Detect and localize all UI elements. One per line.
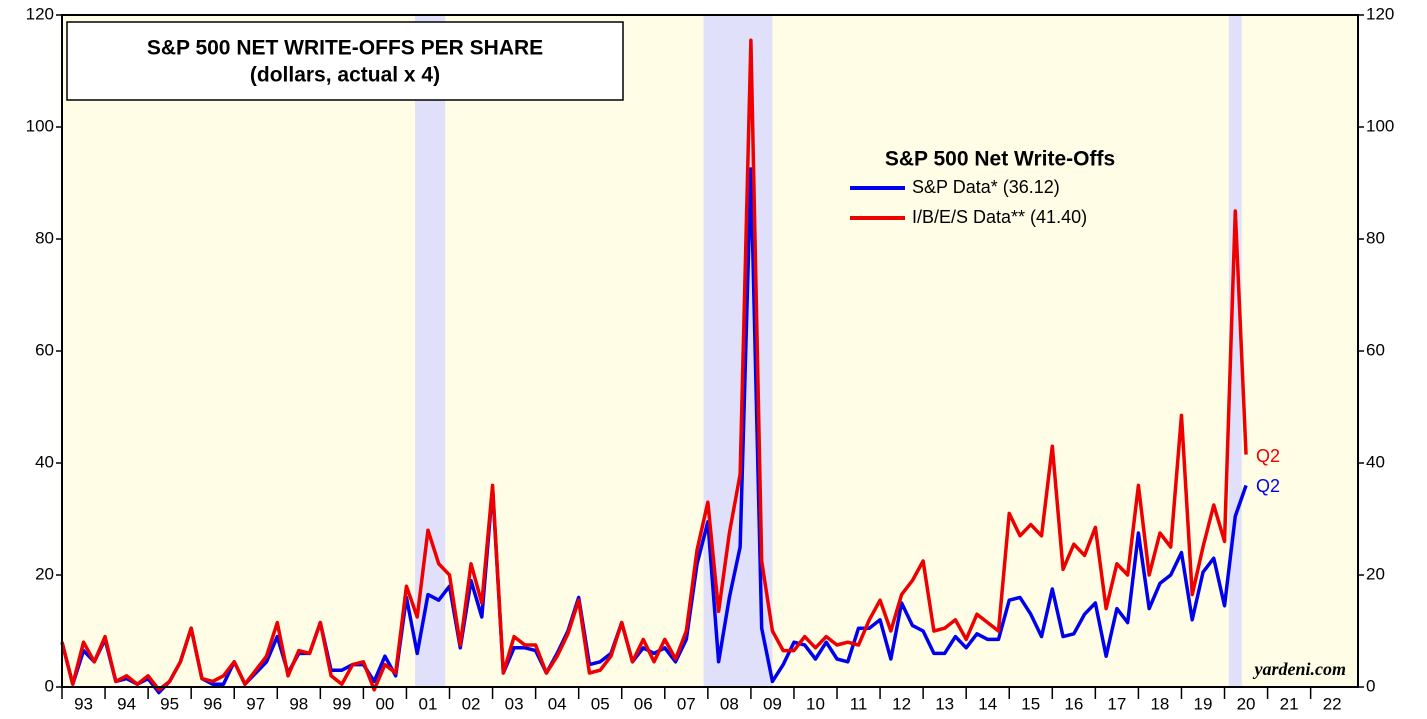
y-tick-label: 80 — [1366, 228, 1385, 247]
x-tick-label: 94 — [117, 694, 136, 713]
y-tick-label: 120 — [1366, 4, 1394, 23]
y-tick-label: 60 — [35, 340, 54, 359]
x-tick-label: 21 — [1280, 694, 1299, 713]
x-tick-label: 20 — [1237, 694, 1256, 713]
y-tick-label: 20 — [35, 564, 54, 583]
y-tick-label: 100 — [1366, 116, 1394, 135]
y-tick-label: 100 — [26, 116, 54, 135]
x-tick-label: 03 — [505, 694, 524, 713]
y-tick-label: 0 — [1366, 676, 1375, 695]
x-tick-label: 06 — [634, 694, 653, 713]
y-tick-label: 40 — [35, 452, 54, 471]
x-tick-label: 04 — [548, 694, 567, 713]
series-line — [60, 38, 1248, 692]
series-line — [60, 167, 1248, 695]
x-tick-label: 13 — [935, 694, 954, 713]
legend-title: S&P 500 Net Write-Offs — [885, 148, 1115, 171]
x-tick-label: 22 — [1323, 694, 1342, 713]
x-tick-label: 08 — [720, 694, 739, 713]
x-tick-label: 07 — [677, 694, 696, 713]
x-tick-label: 11 — [850, 694, 868, 713]
y-tick-label: 80 — [35, 228, 54, 247]
annotation: Q2 — [1256, 476, 1280, 496]
x-tick-label: 95 — [160, 694, 179, 713]
x-tick-label: 17 — [1107, 694, 1126, 713]
chart-title: S&P 500 NET WRITE-OFFS PER SHARE — [147, 37, 543, 60]
x-tick-label: 96 — [203, 694, 222, 713]
x-tick-label: 01 — [419, 694, 438, 713]
recession-band — [415, 15, 446, 687]
x-tick-label: 14 — [978, 694, 997, 713]
y-tick-label: 60 — [1366, 340, 1385, 359]
x-tick-label: 09 — [763, 694, 782, 713]
recession-band — [1228, 15, 1242, 687]
x-tick-label: 19 — [1194, 694, 1213, 713]
y-tick-label: 20 — [1366, 564, 1385, 583]
title-box — [66, 21, 624, 101]
x-tick-label: 97 — [246, 694, 265, 713]
x-tick-label: 16 — [1064, 694, 1083, 713]
x-tick-label: 18 — [1150, 694, 1169, 713]
y-tick-label: 40 — [1366, 452, 1385, 471]
x-tick-label: 93 — [74, 694, 93, 713]
chart-subtitle: (dollars, actual x 4) — [250, 64, 440, 87]
x-tick-label: 99 — [332, 694, 351, 713]
x-tick-label: 02 — [462, 694, 481, 713]
source-note: yardeni.com — [1253, 659, 1347, 679]
y-tick-label: 120 — [26, 4, 54, 23]
x-tick-label: 00 — [375, 694, 394, 713]
legend-label: I/B/E/S Data** (41.40) — [912, 207, 1087, 227]
annotation: Q2 — [1256, 446, 1280, 466]
x-tick-label: 12 — [892, 694, 911, 713]
legend-label: S&P Data* (36.12) — [912, 177, 1060, 197]
x-tick-label: 15 — [1021, 694, 1040, 713]
x-tick-label: 05 — [591, 694, 610, 713]
y-tick-label: 0 — [45, 676, 54, 695]
x-tick-label: 98 — [289, 694, 308, 713]
x-tick-label: 10 — [806, 694, 825, 713]
